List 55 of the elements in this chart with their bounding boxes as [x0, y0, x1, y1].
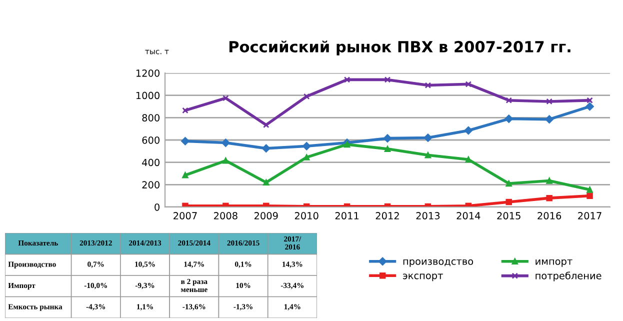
- point: [344, 76, 350, 83]
- point: [586, 102, 594, 111]
- legend-label: импорт: [536, 259, 572, 267]
- x-tick-label: 2014: [456, 212, 480, 220]
- y-tick-label: 600: [142, 136, 160, 144]
- x-tick-label: 2013: [416, 212, 440, 220]
- y-tick-label: 400: [142, 158, 160, 166]
- point: [303, 154, 310, 160]
- point: [222, 138, 230, 147]
- legend-label: экспорт: [403, 274, 443, 282]
- point: [222, 95, 229, 102]
- point: [384, 146, 391, 152]
- point: [546, 98, 552, 105]
- point: [504, 114, 513, 123]
- point: [263, 179, 270, 186]
- point: [424, 82, 432, 88]
- point: [424, 134, 432, 142]
- y-tick-label: 200: [142, 181, 160, 188]
- chart-title: Российский рынок ПВХ в 2007-2017 гг.: [229, 40, 570, 56]
- line-series: [182, 76, 593, 128]
- point: [424, 152, 432, 158]
- point: [506, 97, 512, 104]
- x-tick-label: 2017: [578, 212, 602, 220]
- y-tick-label: 0: [154, 203, 160, 211]
- point: [303, 93, 310, 100]
- point: [262, 144, 270, 153]
- point: [464, 126, 473, 135]
- point: [506, 198, 512, 206]
- point: [383, 134, 392, 142]
- y-tick-label: 800: [142, 114, 160, 122]
- x-tick-label: 2010: [294, 212, 318, 220]
- y-tick-label: 1200: [136, 69, 160, 77]
- legend-label: производство: [403, 259, 474, 267]
- point: [586, 192, 593, 199]
- x-tick-label: 2008: [214, 212, 238, 220]
- point: [181, 136, 190, 146]
- point: [465, 156, 472, 163]
- x-tick-label: 2012: [376, 212, 399, 220]
- point: [506, 180, 512, 187]
- x-tick-label: 2007: [174, 212, 197, 220]
- point: [384, 76, 391, 83]
- x-tick-label: 2015: [497, 212, 520, 220]
- x-tick-label: 2016: [538, 212, 562, 220]
- point: [344, 141, 350, 148]
- x-tick-label: 2009: [254, 212, 278, 220]
- x-tick-label: 2011: [335, 212, 359, 220]
- y-tick-label: 1000: [136, 92, 160, 100]
- point: [263, 122, 270, 128]
- point: [546, 194, 552, 202]
- point: [586, 97, 593, 104]
- point: [465, 81, 472, 88]
- point: [182, 107, 188, 114]
- point: [302, 142, 311, 150]
- point: [545, 115, 554, 124]
- legend-label: потребление: [536, 272, 602, 282]
